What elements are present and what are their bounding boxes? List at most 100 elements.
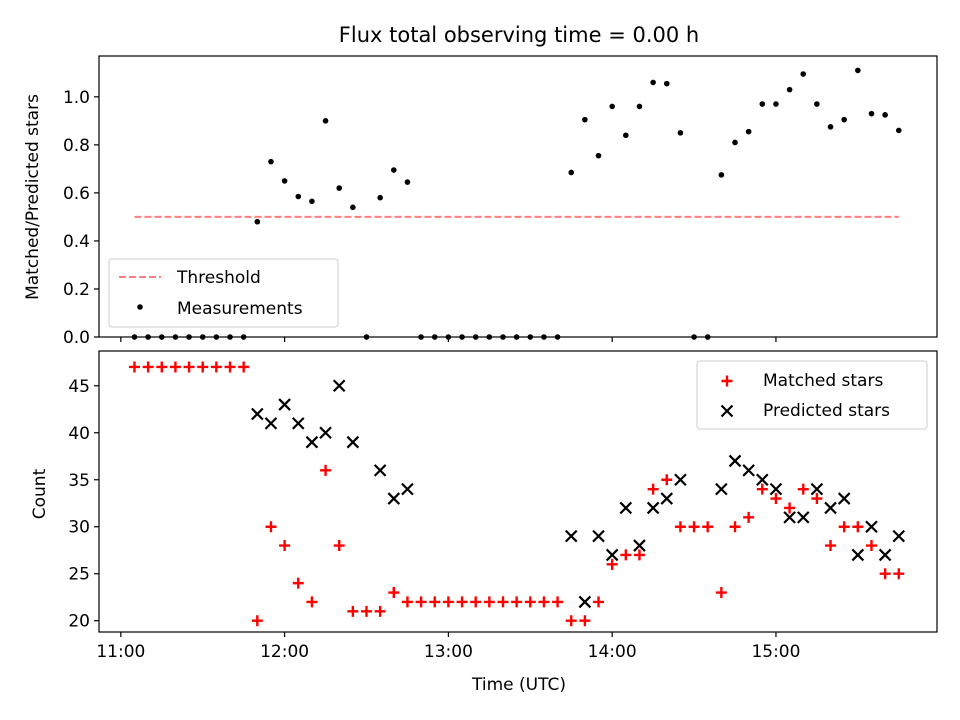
measurement-point [295,193,302,200]
matched-star-point [197,361,209,373]
predicted-star-point [646,501,660,515]
measurement-point [391,167,397,173]
measurement-point [650,79,656,86]
matched-star-point [743,511,755,523]
legend-measurements-label: Measurements [177,299,303,319]
matched-star-point [633,549,645,561]
matched-star-point [169,361,181,373]
predicted-star-point [305,435,319,449]
measurement-point [745,128,752,135]
matched-star-point [415,596,427,608]
measurement-point [568,169,575,176]
matched-star-point [347,605,359,617]
predicted-star-point [373,464,387,477]
matched-star-point [797,483,809,495]
top-y-tick-label: 1.0 [63,88,90,108]
predicted-star-point [878,548,892,562]
measurement-point [773,101,779,107]
predicted-star-point [810,482,824,496]
bottom-y-tick-label: 40 [68,424,90,444]
measurement-point [882,112,888,118]
bottom-x-tick-label: 11:00 [96,642,145,662]
measurement-point [268,158,274,165]
measurement-point [855,67,861,74]
matched-star-point [388,587,400,599]
matched-star-point [333,540,345,552]
predicted-star-point [619,501,633,515]
predicted-star-point [605,548,619,562]
matched-star-point [579,615,591,627]
bottom-y-tick-label: 35 [68,471,90,491]
measurement-point [868,110,875,117]
predicted-star-point [264,417,278,430]
matched-star-point [606,558,618,570]
matched-star-point [238,361,250,373]
top-y-tick-label: 0.8 [63,136,90,156]
y-axis-label-top: Matched/Predicted stars [23,94,43,300]
predicted-star-point [660,492,674,505]
matched-star-point [825,540,837,552]
measurement-point [636,103,643,110]
measurement-point [254,218,261,225]
matched-star-point [374,605,386,617]
matched-star-point [279,540,291,552]
predicted-star-point [769,482,783,496]
bottom-x-tick-label: 15:00 [751,642,800,662]
predicted-star-point [332,379,346,393]
matched-star-point [483,596,495,608]
matched-star-point [784,502,796,514]
measurement-point [309,198,315,205]
matched-star-point [865,540,877,552]
measurement-point [827,124,834,130]
matched-star-point [770,493,782,505]
matched-star-point [183,361,195,373]
matched-star-point [470,596,482,608]
predicted-star-point [742,464,755,477]
matched-star-point [661,474,673,486]
measurement-point [609,103,615,110]
legend-predicted-swatch [720,404,734,418]
matched-star-point [361,605,373,617]
measurement-point [595,152,602,159]
bottom-y-tick-label: 20 [68,612,90,632]
measurement-point [800,71,807,77]
matched-star-point [524,596,536,608]
matched-star-point [688,521,700,533]
bottom-axes: 20 25 30 35 40 45 11:00 12:00 13:00 14:00 15:00 [68,350,938,662]
measurement-point [377,194,383,201]
bottom-x-tick-label: 14:00 [588,642,637,662]
measurement-point [814,101,820,107]
matched-star-point [852,521,864,533]
measurement-point [732,139,738,146]
predicted-star-point [346,435,360,449]
matched-star-point [879,568,891,580]
predicted-star-point [592,529,605,543]
predicted-star-point [756,473,769,487]
matched-star-point [456,596,468,608]
predicted-star-point [319,426,332,440]
top-y-tick-label: 0.0 [63,328,90,348]
matched-star-point [674,521,686,533]
measurement-point [336,185,343,191]
matched-star-point [620,549,632,561]
measurement-point [841,116,847,123]
top-y-tick-label: 0.6 [63,184,90,204]
predicted-star-point [633,539,646,552]
matched-star-point [292,577,304,589]
measurement-point [663,80,670,87]
predicted-star-point [837,492,851,505]
predicted-star-point [783,511,796,524]
predicted-star-point [251,407,264,421]
matched-star-point [893,568,905,580]
bottom-panel-count-plot: 20 25 30 35 40 45 11:00 12:00 13:00 14:00 15:00 Ma… [68,350,938,662]
chart-title: Flux total observing time = 0.00 h [339,23,699,47]
matched-star-point [210,361,222,373]
predicted-star-point [578,595,592,609]
bottom-axes-frame [98,350,938,633]
matched-star-point [715,587,727,599]
matched-star-point [511,596,523,608]
matched-star-point [156,361,168,373]
predicted-star-point [387,492,401,505]
matched-star-point [251,615,263,627]
